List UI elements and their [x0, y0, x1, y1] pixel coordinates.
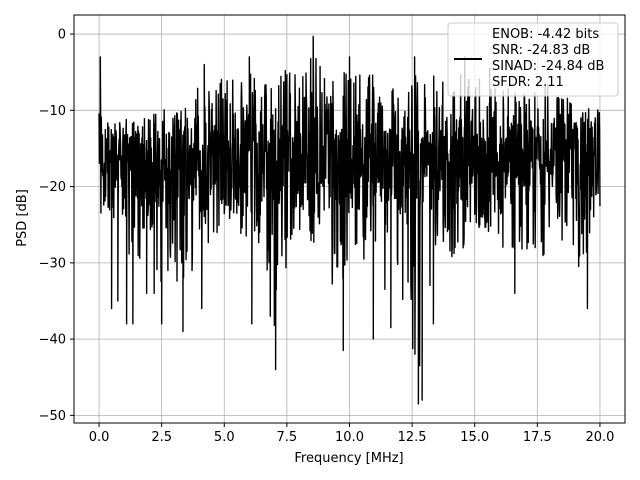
- x-axis-ticks: 0.0 2.5 5.0 7.5 10.0 12.5 15.0 17.5 20.0: [89, 423, 614, 445]
- x-tick-label: 2.5: [151, 430, 172, 445]
- y-tick-label: −50: [39, 409, 66, 424]
- x-tick-label: 15.0: [460, 430, 489, 445]
- x-tick-label: 7.5: [277, 430, 298, 445]
- psd-trace: [98, 35, 601, 405]
- y-tick-label: 0: [58, 28, 66, 43]
- legend: ENOB: -4.42 bits SNR: -24.83 dB SINAD: -…: [447, 22, 619, 97]
- x-tick-label: 12.5: [398, 430, 427, 445]
- x-tick-label: 20.0: [585, 430, 614, 445]
- y-tick-label: −40: [39, 333, 66, 348]
- x-tick-label: 0.0: [89, 430, 110, 445]
- x-tick-label: 5.0: [214, 430, 235, 445]
- x-tick-label: 10.0: [335, 430, 364, 445]
- y-axis-ticks: 0 −10 −20 −30 −40 −50: [39, 28, 74, 424]
- legend-sfdr: SFDR: 2.11: [492, 75, 564, 90]
- legend-enob: ENOB: -4.42 bits: [492, 27, 599, 42]
- y-tick-label: −20: [39, 180, 66, 195]
- legend-sinad: SINAD: -24.84 dB: [492, 59, 604, 74]
- x-tick-label: 17.5: [523, 430, 552, 445]
- legend-box: [447, 22, 619, 97]
- legend-snr: SNR: -24.83 dB: [492, 43, 590, 58]
- x-axis-label: Frequency [MHz]: [294, 451, 403, 466]
- psd-series-line: [98, 35, 601, 405]
- y-tick-label: −10: [39, 104, 66, 119]
- y-axis-label: PSD [dB]: [15, 189, 30, 247]
- y-tick-label: −30: [39, 256, 66, 271]
